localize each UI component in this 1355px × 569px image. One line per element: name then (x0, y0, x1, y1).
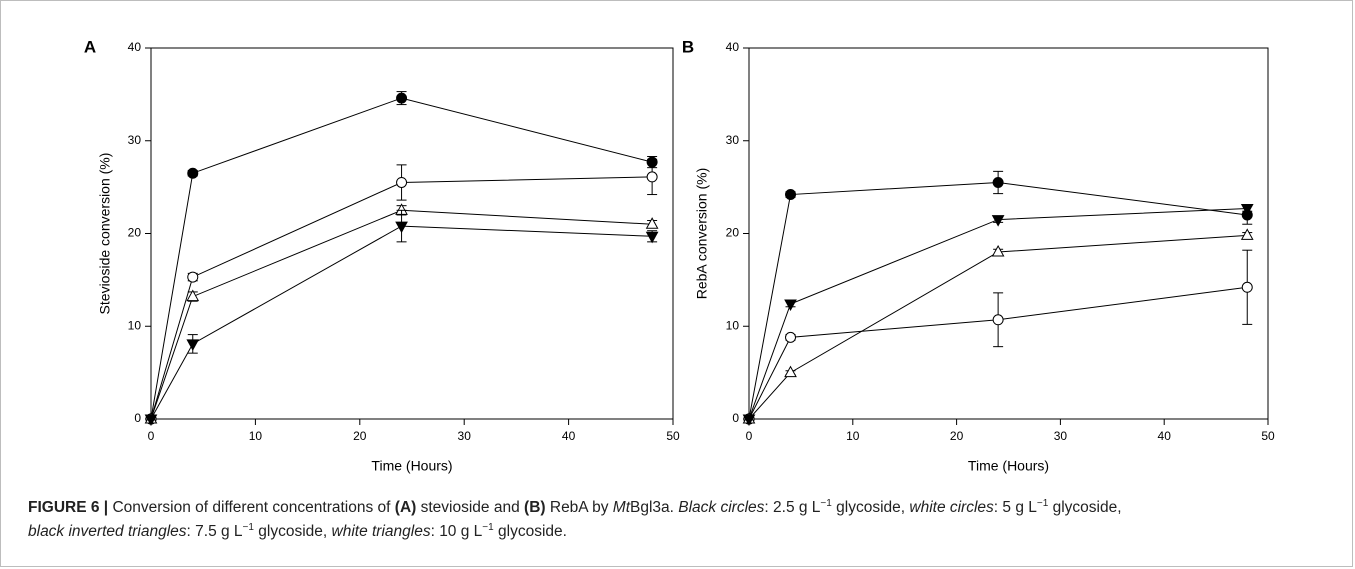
data-point (784, 365, 797, 378)
caption-panel-a-ref: (A) (394, 499, 417, 516)
caption-text: stevioside and (416, 499, 525, 516)
data-point (992, 314, 1004, 326)
caption-text: : 10 g L (430, 523, 483, 540)
data-point (186, 339, 200, 351)
x-tick-label: 30 (1054, 429, 1068, 443)
caption-line-1: FIGURE 6 | Conversion of different conce… (28, 496, 1328, 520)
y-tick-label: 20 (726, 226, 740, 240)
x-tick-label: 20 (353, 429, 367, 443)
y-tick-label: 40 (128, 40, 142, 54)
data-point (785, 189, 797, 201)
series-open-triangle (742, 228, 1254, 424)
x-tick-label: 0 (746, 429, 753, 443)
chart-panel-b: B 0 10 20 30 40 50 0 10 20 30 40 Time (Hours) RebA co… (682, 37, 1275, 473)
series-line (150, 176, 653, 420)
caption-text: glycoside, (253, 523, 332, 540)
caption-text: : 7.5 g L (186, 523, 243, 540)
caption-black-triangles: black inverted triangles (28, 523, 187, 540)
data-point (1241, 281, 1253, 293)
caption-exponent: −1 (242, 521, 254, 533)
y-tick-label: 30 (128, 133, 142, 147)
plot-frame (748, 47, 1269, 420)
caption-text: : 5 g L (993, 499, 1037, 516)
y-tick-label: 0 (134, 411, 141, 425)
caption-text: glycoside, (1048, 499, 1122, 516)
x-axis-title: Time (Hours) (968, 458, 1049, 474)
data-point (646, 171, 658, 183)
x-tick-label: 20 (950, 429, 964, 443)
data-point (396, 176, 408, 188)
data-point (992, 176, 1004, 188)
x-tick-label: 40 (1158, 429, 1172, 443)
x-tick-label: 50 (666, 429, 680, 443)
caption-line-2: black inverted triangles: 7.5 g L−1 glyc… (28, 520, 1328, 544)
series-line (748, 207, 1248, 420)
x-tick-label: 40 (562, 429, 576, 443)
caption-exponent: −1 (482, 521, 494, 533)
caption-text: glycoside. (493, 523, 567, 540)
caption-text: : 2.5 g L (764, 499, 821, 516)
data-point (645, 217, 659, 229)
caption-white-triangles: white triangles (331, 523, 431, 540)
caption-text: glycoside, (831, 499, 910, 516)
caption-exponent: −1 (820, 497, 832, 509)
series-line (150, 97, 653, 420)
data-point (1240, 203, 1254, 216)
data-point (395, 221, 408, 234)
y-tick-label: 10 (128, 318, 142, 332)
x-tick-label: 0 (148, 429, 155, 443)
series-line (748, 286, 1248, 420)
data-point (1240, 228, 1254, 240)
data-point (186, 289, 200, 302)
caption-exponent: −1 (1036, 497, 1049, 509)
caption-text: RebA by (545, 499, 613, 516)
caption-enzyme-prefix: Mt (612, 499, 630, 516)
data-point (645, 231, 659, 244)
caption-black-circles: Black circles (678, 499, 765, 516)
data-point (785, 331, 797, 343)
caption-panel-b-ref: (B) (524, 499, 546, 516)
data-point (187, 271, 199, 283)
panel-label: A (84, 37, 96, 56)
series-line (150, 209, 653, 420)
panel-label: B (682, 37, 694, 56)
x-tick-label: 50 (1261, 429, 1275, 443)
data-point (144, 414, 158, 427)
data-point (187, 167, 199, 179)
data-point (784, 299, 797, 312)
series-line (748, 181, 1248, 420)
x-tick-label: 10 (249, 429, 263, 443)
y-tick-label: 0 (732, 411, 739, 425)
y-axis-title: RebA conversion (%) (694, 168, 710, 300)
y-tick-label: 20 (128, 226, 142, 240)
y-tick-label: 30 (726, 133, 740, 147)
caption-enzyme-name: Bgl3a. (630, 499, 679, 516)
data-point (396, 92, 408, 104)
series-line (748, 234, 1248, 420)
x-tick-label: 10 (846, 429, 860, 443)
data-point (991, 215, 1005, 227)
series-filled-circle (145, 91, 658, 425)
figure-charts: A 0 10 20 30 40 50 0 10 20 30 40 Time (Hours) Stevios… (84, 37, 1275, 473)
figure-caption: FIGURE 6 | Conversion of different conce… (28, 496, 1328, 544)
y-tick-label: 40 (726, 40, 740, 54)
series-open-circle (743, 249, 1253, 425)
series-filled-inverted-triangle (144, 209, 659, 427)
y-tick-label: 10 (726, 318, 740, 332)
data-point (742, 414, 756, 427)
caption-figure-label: FIGURE 6 | (28, 499, 109, 516)
data-point (991, 245, 1005, 257)
series-open-circle (145, 158, 658, 425)
x-axis-title: Time (Hours) (371, 458, 452, 474)
series-filled-inverted-triangle (742, 203, 1254, 427)
x-tick-label: 30 (458, 429, 472, 443)
chart-panel-a: A 0 10 20 30 40 50 0 10 20 30 40 Time (Hours) Stevios… (84, 37, 680, 473)
series-line (150, 225, 653, 420)
y-axis-title: Stevioside conversion (%) (97, 153, 113, 315)
caption-white-circles: white circles (909, 499, 994, 516)
caption-text: Conversion of different concentrations o… (108, 499, 395, 516)
